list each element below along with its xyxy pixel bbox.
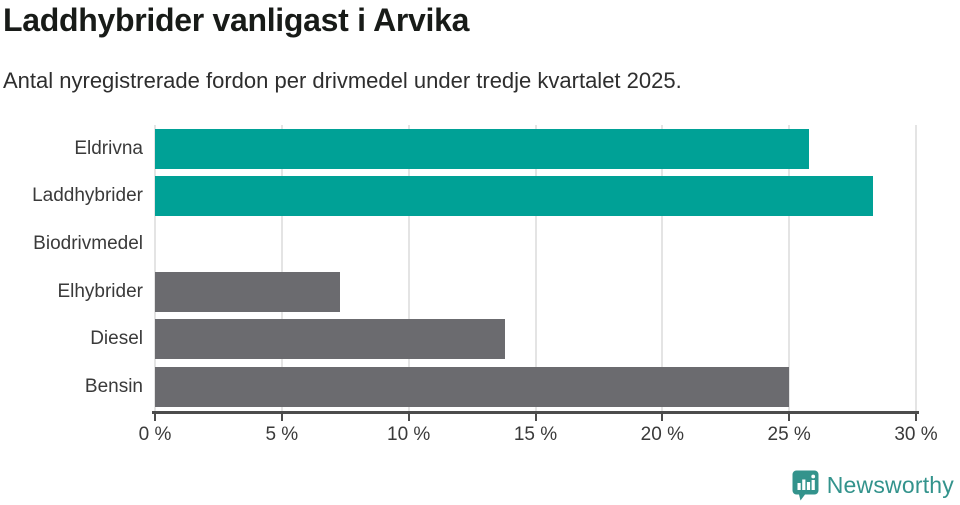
axis-tick-label: 30 %	[894, 424, 938, 445]
category-label: Bensin	[84, 376, 143, 398]
x-axis-line	[152, 411, 919, 414]
chart-row	[155, 125, 916, 173]
bar-laddhybrider	[155, 176, 873, 217]
chart-row	[155, 268, 916, 316]
y-axis-labels: Eldrivna Laddhybrider Biodrivmedel Elhybrid…	[0, 125, 143, 411]
category-label: Eldrivna	[74, 137, 143, 159]
category-label: Diesel	[90, 328, 143, 350]
axis-tick-label: 5 %	[265, 424, 299, 445]
gridline	[788, 125, 791, 411]
axis-tick-label: 10 %	[387, 424, 431, 445]
bar-bensin	[155, 367, 790, 408]
newsworthy-brand-text: Newsworthy	[826, 472, 954, 498]
axis-tick	[407, 414, 410, 421]
bar-chart-speech-bubble-icon	[792, 470, 819, 501]
chart-row	[155, 316, 916, 364]
gridline	[407, 125, 410, 411]
gridline	[661, 125, 664, 411]
category-label: Biodrivmedel	[33, 233, 143, 255]
chart-row	[155, 173, 916, 221]
chart-row	[155, 220, 916, 268]
bar-elhybrider	[155, 271, 341, 312]
gridline	[534, 125, 537, 411]
bar-diesel	[155, 319, 506, 360]
axis-tick	[661, 414, 664, 421]
chart-subtitle: Antal nyregistrerade fordon per drivmede…	[3, 68, 682, 93]
axis-tick-label: 20 %	[640, 424, 684, 445]
axis-tick	[154, 414, 156, 421]
bar-eldrivna	[155, 128, 810, 169]
category-label: Laddhybrider	[32, 185, 143, 207]
category-label: Elhybrider	[57, 280, 143, 302]
chart-row	[155, 363, 916, 411]
newsworthy-logo: Newsworthy	[792, 470, 954, 501]
axis-tick	[788, 414, 791, 421]
gridline	[280, 125, 283, 411]
axis-tick-label: 15 %	[513, 424, 558, 445]
axis-tick-label: 0 %	[138, 424, 172, 445]
axis-tick-label: 25 %	[767, 424, 811, 445]
axis-tick	[280, 414, 283, 421]
chart-title: Laddhybrider vanligast i Arvika	[3, 2, 470, 38]
axis-tick	[534, 414, 537, 421]
plot-area: 0 % 5 % 10 % 15 % 20 % 25 % 30 %	[139, 125, 938, 445]
gridline	[154, 125, 156, 411]
axis-tick	[915, 414, 917, 421]
bars	[155, 125, 916, 411]
gridline	[915, 125, 917, 411]
